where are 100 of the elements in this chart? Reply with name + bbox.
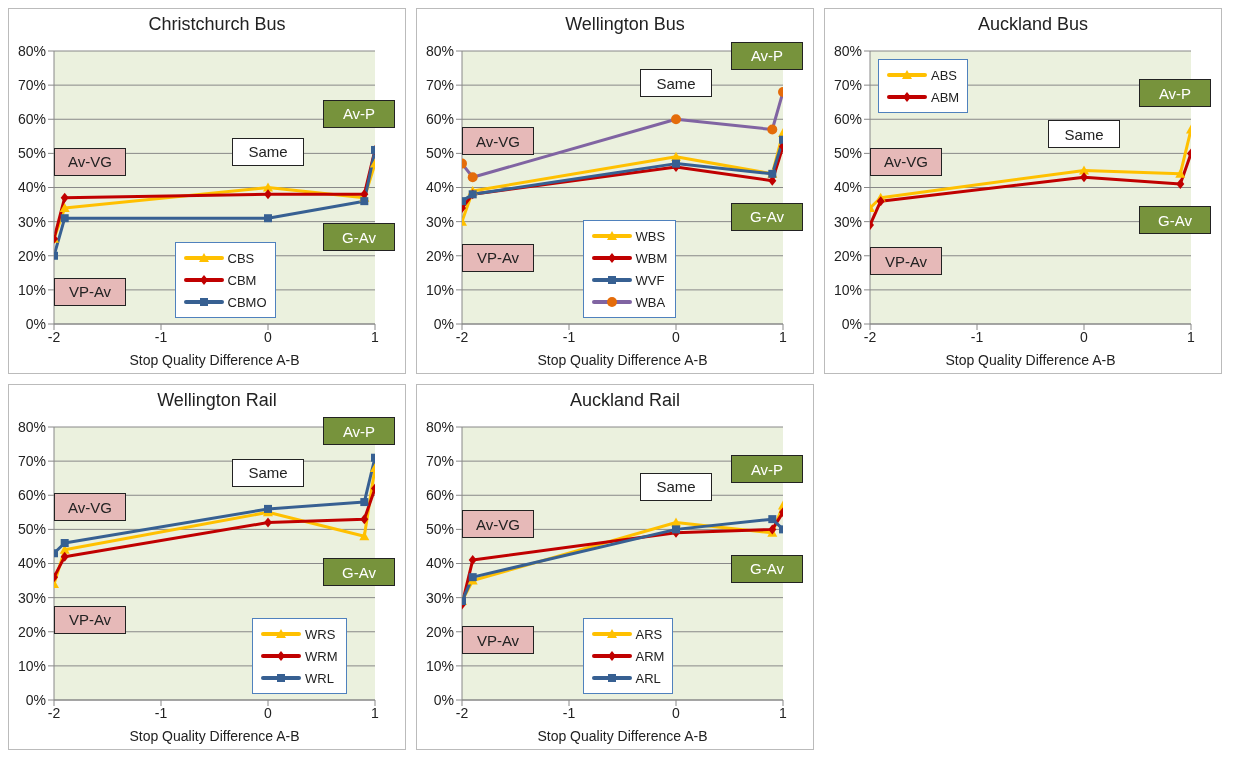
point xyxy=(1080,172,1088,183)
y-tick-label: 60% xyxy=(425,111,454,128)
point xyxy=(876,196,885,207)
legend-label: WRL xyxy=(305,670,334,686)
x-tick-label: 1 xyxy=(371,328,380,345)
chart-title: Auckland Rail xyxy=(568,389,682,412)
annotation: Av-P xyxy=(323,99,395,128)
legend-label: WRM xyxy=(305,648,338,664)
y-tick-label: 70% xyxy=(17,77,46,94)
x-axis-title: Stop Quality Difference A-B xyxy=(537,352,708,368)
annotation: Av-P xyxy=(323,417,395,445)
point xyxy=(360,498,369,507)
legend-label: ABS xyxy=(931,67,958,83)
x-tick-label: -2 xyxy=(863,328,877,345)
y-tick-label: 30% xyxy=(17,589,46,606)
legend-label: WVF xyxy=(635,272,665,288)
point xyxy=(60,192,69,203)
y-tick-label: 40% xyxy=(425,555,454,572)
legend-label: ARS xyxy=(635,626,663,642)
y-tick-label: 30% xyxy=(833,213,862,230)
annotation: G-Av xyxy=(323,558,395,587)
x-tick-label: 0 xyxy=(264,704,273,721)
x-tick-label: -2 xyxy=(47,704,61,721)
x-axis-title: Stop Quality Difference A-B xyxy=(129,352,300,368)
legend-label: ABM xyxy=(931,89,960,105)
annotation: G-Av xyxy=(323,223,395,252)
annotation: G-Av xyxy=(731,202,803,231)
y-tick-label: 30% xyxy=(425,589,454,606)
y-tick-label: 0% xyxy=(25,315,46,332)
y-tick-label: 60% xyxy=(17,487,46,504)
y-tick-label: 10% xyxy=(17,657,46,674)
y-tick-label: 10% xyxy=(425,281,454,298)
annotation: Av-VG xyxy=(462,127,534,156)
point xyxy=(264,504,272,513)
chart-title: Wellington Rail xyxy=(156,389,278,412)
point xyxy=(672,159,680,168)
x-tick-label: -2 xyxy=(455,328,469,345)
y-tick-label: 20% xyxy=(425,247,454,264)
legend-label: WRS xyxy=(305,626,336,642)
x-axis-title: Stop Quality Difference A-B xyxy=(945,352,1116,368)
y-tick-label: 20% xyxy=(833,247,862,264)
point xyxy=(264,517,272,528)
annotation: Av-VG xyxy=(870,147,942,176)
point xyxy=(264,189,272,200)
y-tick-label: 80% xyxy=(425,418,454,435)
legend-label: WBM xyxy=(635,250,668,266)
y-tick-label: 70% xyxy=(425,453,454,470)
point xyxy=(1175,168,1186,178)
point xyxy=(60,539,69,548)
annotation: Av-P xyxy=(731,455,803,484)
point xyxy=(264,214,272,223)
x-tick-label: 1 xyxy=(779,704,788,721)
legend-label: CBMO xyxy=(227,294,267,310)
y-tick-label: 60% xyxy=(833,111,862,128)
y-tick-label: 20% xyxy=(425,623,454,640)
annotation: Av-P xyxy=(731,41,803,70)
point xyxy=(359,531,370,541)
annotation: VP-Av xyxy=(54,277,126,306)
y-tick-label: 50% xyxy=(17,521,46,538)
y-tick-label: 20% xyxy=(17,623,46,640)
y-tick-label: 30% xyxy=(425,213,454,230)
x-tick-label: -1 xyxy=(154,704,168,721)
annotation: VP-Av xyxy=(870,247,942,276)
y-tick-label: 80% xyxy=(17,418,46,435)
point xyxy=(767,124,778,135)
y-tick-label: 50% xyxy=(425,145,454,162)
y-tick-label: 40% xyxy=(833,179,862,196)
annotation: Av-VG xyxy=(54,147,126,176)
x-tick-label: 0 xyxy=(264,328,273,345)
y-tick-label: 0% xyxy=(433,315,454,332)
y-tick-label: 70% xyxy=(425,77,454,94)
x-tick-label: 0 xyxy=(1080,328,1089,345)
annotation: Av-VG xyxy=(462,510,534,539)
annotation: Same xyxy=(640,69,712,98)
x-tick-label: 1 xyxy=(371,704,380,721)
chart-title: Christchurch Bus xyxy=(147,13,287,36)
legend-label: WBS xyxy=(635,228,666,244)
annotation: Same xyxy=(640,472,712,501)
y-tick-label: 10% xyxy=(833,281,862,298)
point xyxy=(768,515,777,524)
x-axis-title: Stop Quality Difference A-B xyxy=(129,728,300,744)
x-axis-title: Stop Quality Difference A-B xyxy=(537,728,708,744)
x-tick-label: 0 xyxy=(672,328,681,345)
legend-label: CBM xyxy=(227,272,257,288)
y-tick-label: 40% xyxy=(17,555,46,572)
annotation: Same xyxy=(1048,120,1120,149)
x-tick-label: 0 xyxy=(672,704,681,721)
y-tick-label: 20% xyxy=(17,247,46,264)
y-tick-label: 10% xyxy=(17,281,46,298)
y-tick-label: 80% xyxy=(833,42,862,59)
point xyxy=(60,214,69,223)
x-tick-label: -1 xyxy=(154,328,168,345)
annotation: Same xyxy=(232,137,304,166)
y-tick-label: 50% xyxy=(17,145,46,162)
legend-label: CBS xyxy=(227,250,255,266)
x-tick-label: -1 xyxy=(562,328,576,345)
point xyxy=(671,114,681,125)
y-tick-label: 70% xyxy=(833,77,862,94)
y-tick-label: 60% xyxy=(17,111,46,128)
annotation: G-Av xyxy=(731,554,803,583)
